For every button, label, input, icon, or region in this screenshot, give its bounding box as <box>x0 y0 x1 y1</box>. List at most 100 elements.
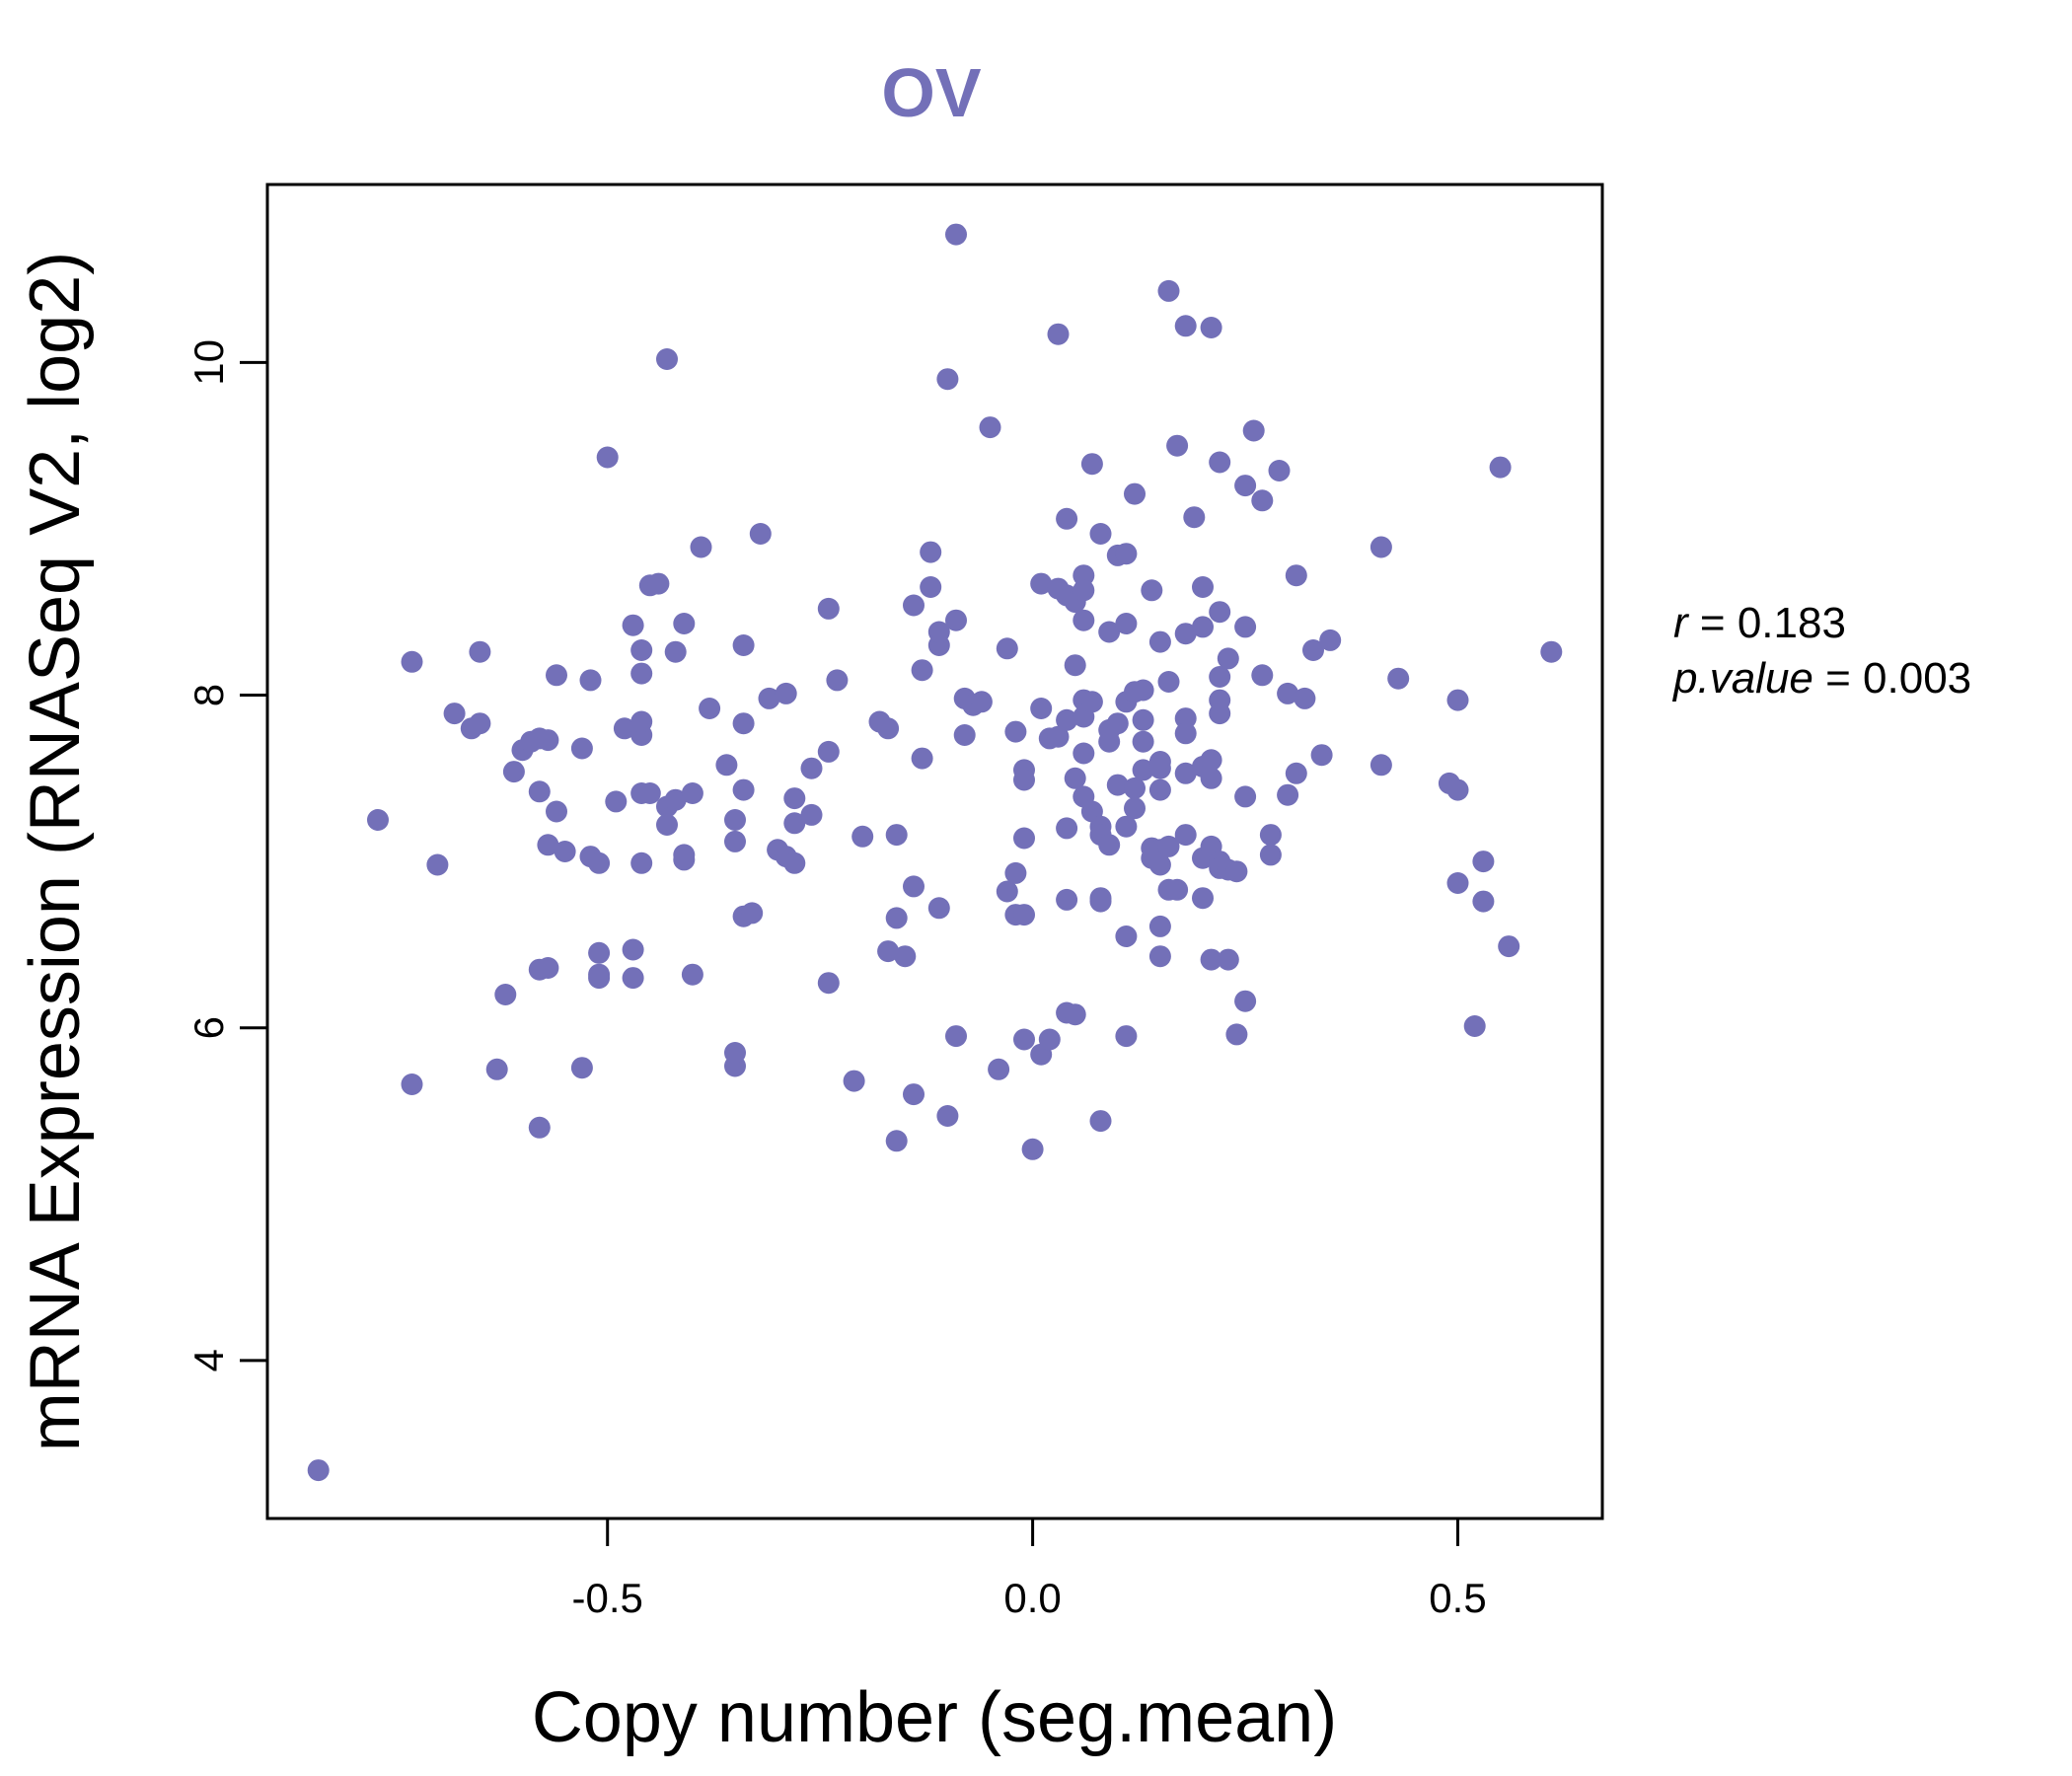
data-point <box>1225 1023 1248 1046</box>
data-point <box>1047 725 1070 748</box>
stats-annotation: r = 0.183 p.value = 0.003 <box>1671 599 1971 703</box>
data-point <box>1073 579 1095 602</box>
data-point <box>1089 523 1112 545</box>
data-point <box>903 1083 925 1106</box>
data-point <box>1004 861 1027 884</box>
data-point <box>1174 824 1197 847</box>
data-point <box>426 853 449 876</box>
p-stat-equals: = <box>1825 654 1863 703</box>
data-point <box>945 609 967 631</box>
data-point <box>1200 767 1222 789</box>
data-point <box>1013 904 1035 926</box>
r-stat: r = 0.183 <box>1673 599 1846 647</box>
data-point <box>1106 712 1129 735</box>
data-point <box>1294 687 1316 709</box>
data-point <box>622 614 644 636</box>
data-point <box>1157 671 1180 693</box>
data-point <box>1080 453 1103 476</box>
data-point <box>1200 317 1222 338</box>
data-point <box>596 446 619 469</box>
data-point <box>1463 1015 1486 1037</box>
data-point <box>1446 872 1469 894</box>
data-point <box>1157 835 1180 857</box>
plot-frame <box>265 183 1604 1520</box>
data-point <box>1446 778 1469 801</box>
data-point <box>1073 742 1095 765</box>
data-point <box>673 613 696 634</box>
data-point <box>1285 762 1307 784</box>
data-point <box>502 761 525 783</box>
data-point <box>1277 682 1299 704</box>
data-point <box>1234 990 1257 1012</box>
data-point <box>877 717 900 740</box>
data-point <box>1132 759 1154 781</box>
data-point <box>622 938 644 961</box>
y-tick-label: 4 <box>185 1349 232 1371</box>
data-point <box>647 572 670 595</box>
data-point <box>911 747 933 770</box>
data-point <box>1192 887 1214 910</box>
data-point <box>1225 860 1248 883</box>
data-point <box>469 640 491 663</box>
data-point <box>1021 1138 1044 1160</box>
data-point <box>1148 853 1171 876</box>
data-point <box>307 1459 330 1482</box>
data-point <box>690 536 712 558</box>
data-point <box>1124 797 1146 820</box>
data-point <box>936 368 959 391</box>
data-point <box>1319 629 1342 651</box>
data-point <box>1302 639 1324 661</box>
p-stat-value: 0.003 <box>1863 654 1971 703</box>
data-point <box>494 984 517 1005</box>
data-point <box>1132 679 1154 702</box>
data-point <box>1174 315 1197 337</box>
data-point <box>894 945 917 968</box>
data-point <box>1174 762 1197 784</box>
data-point <box>953 724 976 746</box>
data-point <box>1148 757 1171 779</box>
data-point <box>1056 817 1078 840</box>
data-point <box>724 809 746 831</box>
data-point <box>885 907 908 929</box>
data-point <box>1073 564 1095 587</box>
data-point <box>1251 489 1274 512</box>
x-tick-label: -0.5 <box>572 1575 643 1621</box>
data-point <box>732 634 755 656</box>
data-point <box>927 621 950 643</box>
data-point <box>1098 834 1121 856</box>
data-point <box>630 851 653 874</box>
chart-title: OV <box>881 54 981 131</box>
data-point <box>1234 616 1257 638</box>
data-point <box>1166 878 1189 901</box>
x-tick-label: 0.5 <box>1429 1575 1486 1621</box>
data-point <box>1148 945 1171 968</box>
data-point <box>1472 851 1495 873</box>
data-point <box>554 841 576 862</box>
y-tick-label: 6 <box>185 1016 232 1039</box>
data-point <box>664 640 687 663</box>
data-point <box>638 782 661 804</box>
data-point <box>1073 609 1095 631</box>
data-point <box>546 800 567 823</box>
data-point <box>817 740 840 763</box>
data-point <box>1064 654 1086 677</box>
data-point <box>826 669 849 692</box>
data-point <box>1251 664 1274 687</box>
data-point <box>1209 601 1231 624</box>
x-tick-label: 0.0 <box>1003 1575 1061 1621</box>
data-point <box>1080 691 1103 713</box>
data-point <box>401 650 423 673</box>
data-point <box>588 967 611 990</box>
data-point <box>1115 925 1138 947</box>
data-point <box>1242 419 1265 442</box>
data-point <box>749 523 772 545</box>
r-stat-value: 0.183 <box>1738 599 1846 647</box>
data-point <box>681 782 703 804</box>
data-point <box>1209 666 1231 688</box>
data-point <box>1148 630 1171 653</box>
data-point <box>1192 616 1214 638</box>
data-point <box>630 639 653 661</box>
data-point <box>1217 948 1239 971</box>
data-point <box>1056 888 1078 911</box>
